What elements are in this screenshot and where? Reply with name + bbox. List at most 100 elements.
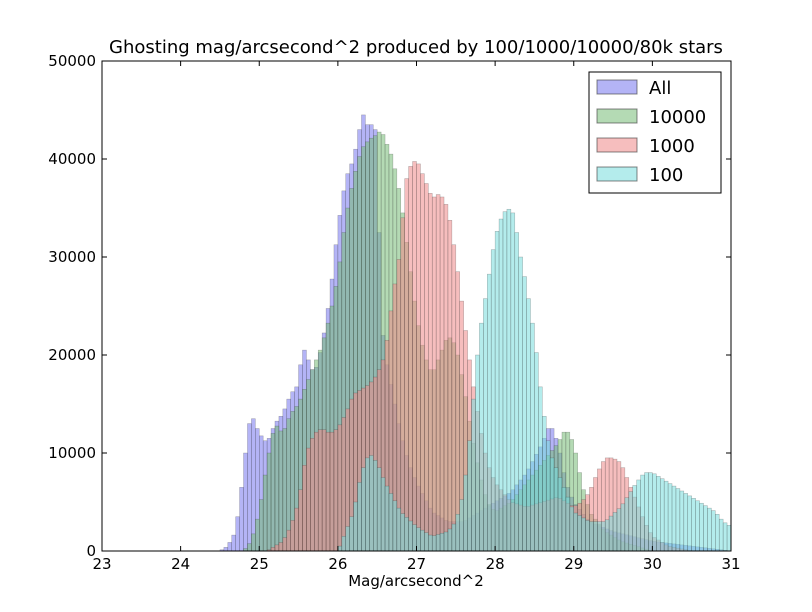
- histogram-bar: [396, 259, 402, 552]
- histogram-bar: [431, 196, 437, 552]
- histogram-bar: [447, 528, 453, 552]
- histogram-bar: [487, 273, 492, 552]
- y-tick-label: 20000: [48, 346, 96, 364]
- histogram-bar: [255, 518, 260, 552]
- histogram-bar: [443, 531, 449, 552]
- histogram-bar: [270, 433, 276, 552]
- histogram-bar: [282, 428, 288, 552]
- histogram-bar: [431, 535, 437, 552]
- histogram-bar: [467, 440, 472, 552]
- histogram-bar: [471, 398, 476, 552]
- histogram-bar: [428, 534, 433, 552]
- histogram-bar: [628, 491, 633, 552]
- histogram-bar: [455, 271, 460, 552]
- histogram-bar: [530, 322, 535, 552]
- histogram-bar: [722, 522, 728, 552]
- y-tick-label: 40000: [48, 150, 96, 168]
- histogram-bar: [534, 352, 539, 552]
- histogram-bar: [282, 537, 288, 552]
- histogram-bar: [278, 430, 284, 552]
- chart-title: Ghosting mag/arcsecond^2 produced by 100…: [109, 37, 723, 58]
- histogram-bar: [640, 474, 645, 552]
- y-tick-label: 0: [86, 542, 96, 560]
- legend-label: All: [649, 78, 671, 99]
- histogram-bar: [286, 529, 291, 552]
- histogram-bar: [302, 465, 307, 552]
- histogram-bar: [384, 485, 390, 552]
- histogram-bar: [239, 487, 244, 552]
- histogram-bar: [498, 218, 504, 552]
- histogram-bar: [404, 517, 409, 552]
- legend-label: 100: [649, 165, 683, 186]
- histogram-bar: [294, 507, 299, 552]
- histogram-bar: [542, 416, 547, 552]
- x-tick-label: 26: [328, 555, 347, 573]
- histogram-bar: [400, 513, 405, 552]
- histogram-bar: [656, 476, 661, 552]
- histogram-bar: [243, 452, 248, 552]
- histogram-bar: [691, 498, 696, 552]
- histogram-bar: [357, 482, 362, 552]
- x-tick-label: 23: [92, 555, 111, 573]
- histogram-bar: [718, 518, 724, 552]
- histogram-bar: [337, 545, 343, 552]
- histogram-bar: [577, 515, 582, 552]
- histogram-bar: [424, 183, 429, 552]
- histogram-bar: [451, 244, 457, 552]
- x-tick-label: 29: [564, 555, 583, 573]
- histogram-bar: [667, 483, 673, 552]
- x-tick-label: 28: [486, 555, 505, 573]
- histogram-bar: [711, 510, 716, 552]
- histogram-bar: [608, 515, 614, 552]
- histogram-bar: [392, 500, 398, 552]
- histogram-bar: [247, 423, 252, 552]
- histogram-bar: [424, 532, 429, 552]
- histogram-bar: [435, 534, 441, 552]
- histogram-bar: [699, 502, 704, 552]
- histogram-bar: [679, 490, 685, 552]
- legend: All 10000 1000 100: [588, 71, 722, 194]
- histogram-bar: [388, 493, 394, 552]
- histogram-bar: [589, 521, 594, 552]
- y-tick-label: 50000: [48, 52, 96, 70]
- histogram-bar: [408, 166, 413, 552]
- histogram-bar: [447, 220, 453, 552]
- histogram-bar: [597, 521, 602, 552]
- histogram-bar: [526, 298, 531, 552]
- histogram-bar: [298, 489, 303, 552]
- histogram-bar: [317, 429, 323, 552]
- histogram-bar: [420, 529, 425, 552]
- histogram-bar: [231, 534, 236, 552]
- histogram-bar: [376, 467, 382, 552]
- histogram-bar: [538, 386, 543, 552]
- histogram-bar: [632, 485, 637, 552]
- histogram-bar: [483, 298, 488, 552]
- histogram-bar: [349, 516, 354, 552]
- histogram-bar: [502, 211, 508, 552]
- histogram-bar: [337, 424, 343, 552]
- histogram-bar: [675, 488, 681, 552]
- histogram-bar: [715, 514, 720, 552]
- histogram-bar: [601, 521, 606, 552]
- histogram-bar: [412, 524, 417, 552]
- histogram-bar: [652, 473, 657, 552]
- histogram-bar: [251, 418, 256, 552]
- histogram-bar: [573, 512, 578, 552]
- histogram-bar: [270, 547, 276, 552]
- histogram-bar: [663, 480, 669, 552]
- histogram-bar: [612, 512, 618, 552]
- histogram-bar: [333, 429, 339, 552]
- histogram-bar: [420, 173, 425, 552]
- histogram-bar: [416, 163, 421, 552]
- legend-swatch: [596, 137, 638, 153]
- histogram-bar: [703, 505, 708, 552]
- histogram-bar: [274, 425, 280, 552]
- histogram-bar: [400, 217, 405, 552]
- histogram-bar: [518, 256, 523, 552]
- series-1000-bars: [266, 161, 692, 552]
- histogram-bar: [581, 517, 586, 552]
- histogram-bar: [565, 496, 571, 552]
- histogram-bar: [278, 542, 284, 552]
- histogram-bar: [365, 457, 370, 552]
- histogram-bar: [455, 514, 460, 552]
